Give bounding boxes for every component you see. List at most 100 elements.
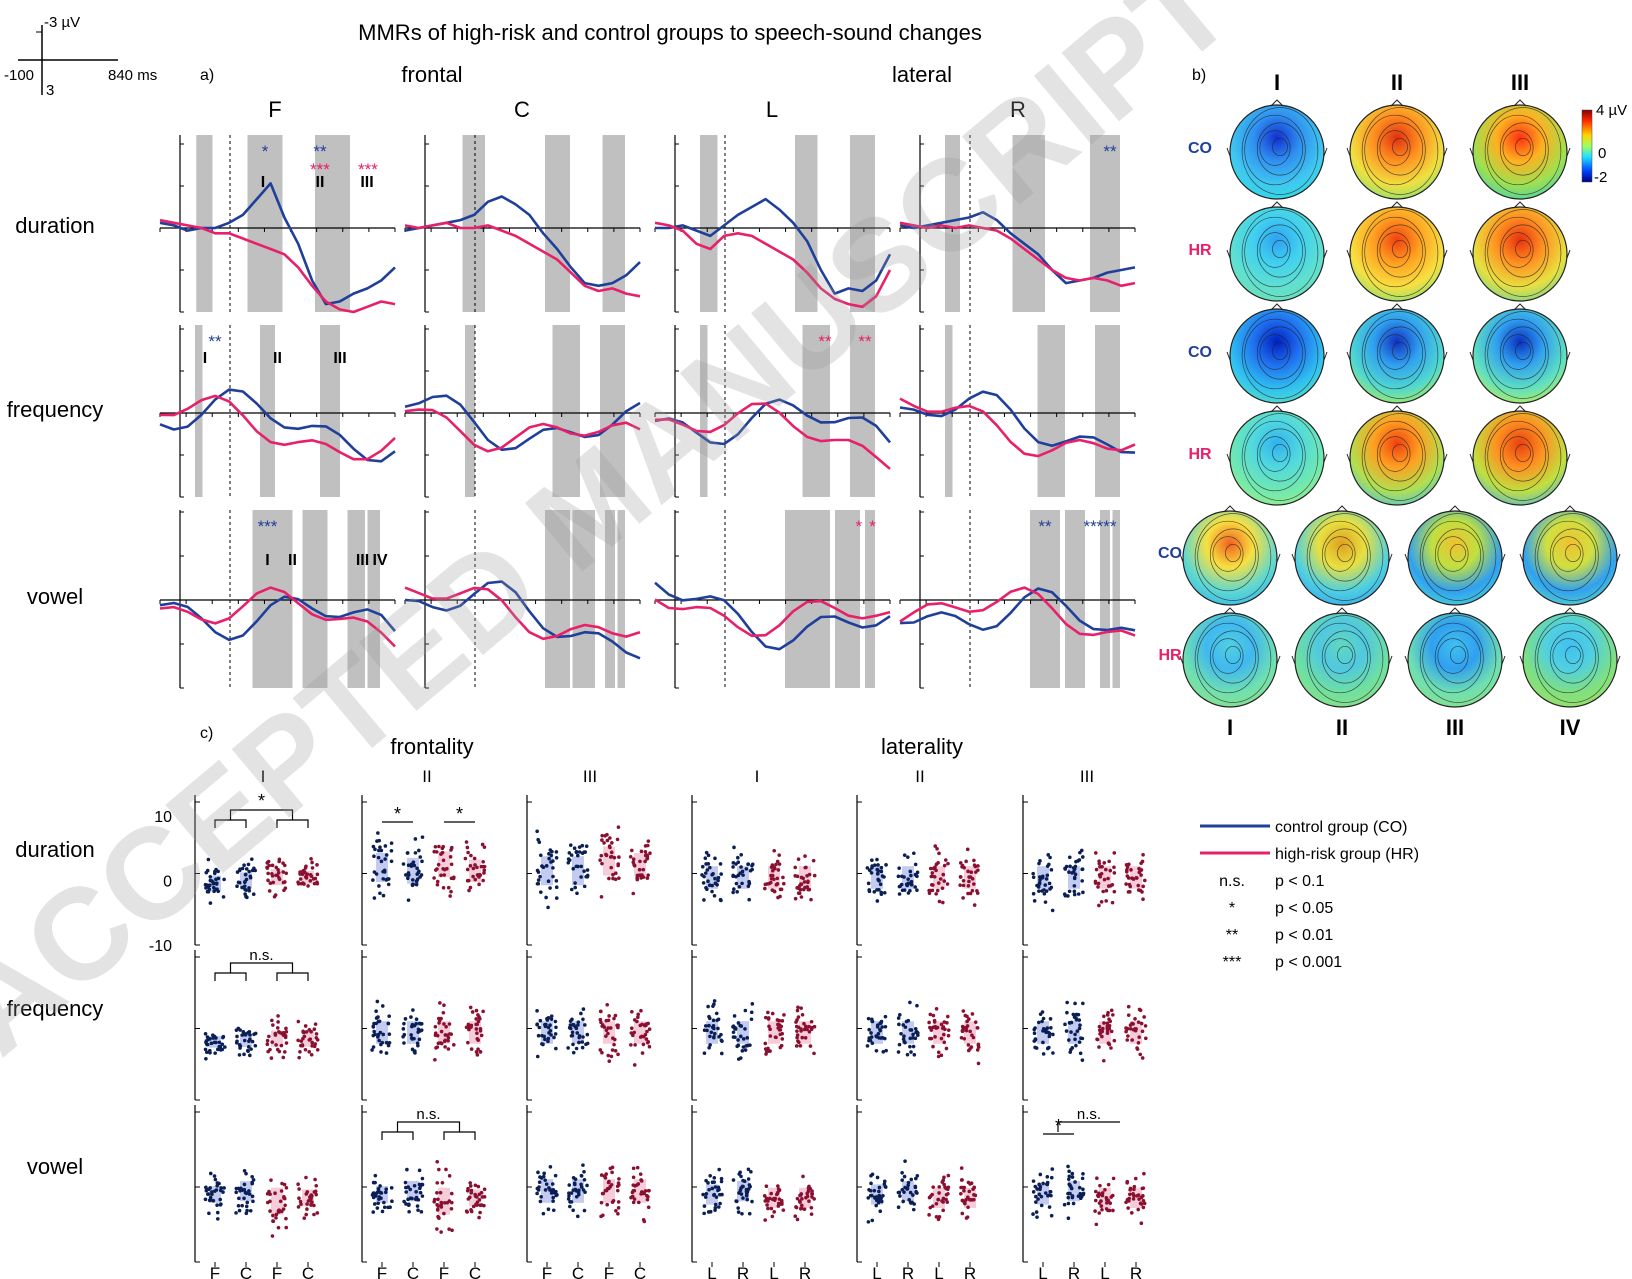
scatter-point-2-1-3-26 <box>474 1202 478 1207</box>
scatter-point-1-0-3-30 <box>301 1030 306 1034</box>
scatter-point-0-3-0-26 <box>708 865 712 870</box>
scatter-point-2-2-2-14 <box>606 1180 611 1185</box>
row-label-vowel-a: vowel <box>27 584 83 609</box>
scatter-point-1-0-1-6 <box>242 1052 246 1057</box>
erp-sig-frequency-L-1: ** <box>858 332 872 351</box>
erp-curve-hr-duration-C <box>404 221 641 298</box>
scatter-panel-1-3 <box>691 950 817 1101</box>
scatter-point-1-3-3-22 <box>803 1024 808 1029</box>
scatter-point-0-1-3-3 <box>479 864 484 869</box>
topomap-nose-13 <box>1335 505 1349 513</box>
scatter-point-1-2-1-1 <box>585 1032 590 1037</box>
scatter-point-1-1-2-22 <box>441 1010 446 1015</box>
scatter-point-2-4-1-30 <box>901 1199 905 1204</box>
scatter-point-2-3-3-27 <box>793 1214 798 1218</box>
scatter-point-1-3-1-27 <box>743 1008 748 1013</box>
scatter-point-1-5-3-22 <box>1133 1017 1137 1021</box>
scatter-point-2-3-0-5 <box>702 1204 707 1208</box>
scatter-point-0-1-1-22 <box>406 876 410 881</box>
scatter-point-0-0-2-31 <box>283 880 287 884</box>
scatter-point-0-2-1-17 <box>571 866 576 871</box>
scatter-point-2-5-3-27 <box>1124 1200 1128 1205</box>
scatter-point-1-1-2-15 <box>447 1022 452 1026</box>
scatter-point-0-0-1-7 <box>242 884 247 888</box>
scatter-point-0-5-2-20 <box>1102 861 1107 865</box>
scatter-point-0-3-2-10 <box>772 889 777 893</box>
scatter-point-0-5-0-19 <box>1050 908 1055 913</box>
topomap-contour-5-4 <box>1487 216 1549 288</box>
scatter-point-0-0-2-2 <box>270 863 275 868</box>
topomap-ear-right-4 <box>1443 249 1448 259</box>
scatter-point-2-0-0-18 <box>215 1217 220 1221</box>
scatter-point-1-3-3-15 <box>807 1024 811 1029</box>
scatter-point-2-4-3-6 <box>967 1189 972 1194</box>
scatter-point-2-5-3-23 <box>1142 1201 1147 1206</box>
scatter-point-0-1-2-17 <box>435 879 440 884</box>
scatter-xtick-label-2-5-3: R <box>1130 1264 1142 1279</box>
scatter-point-1-1-3-8 <box>468 1005 473 1010</box>
scatter-point-0-1-0-12 <box>375 839 379 843</box>
scatter-panel-0-4 <box>856 795 980 946</box>
scatter-point-1-1-0-30 <box>384 1051 389 1055</box>
scatter-point-1-3-2-27 <box>778 1032 783 1037</box>
scatter-point-1-3-1-4 <box>750 1002 755 1006</box>
legend-p-1: p < 0.05 <box>1275 900 1333 917</box>
scatter-point-2-5-1-24 <box>1066 1164 1070 1169</box>
scatter-point-2-3-0-0 <box>701 1192 705 1197</box>
scatter-point-1-2-1-18 <box>583 1023 587 1027</box>
erp-window-frequency-C-2 <box>600 325 625 497</box>
scatter-point-0-4-3-18 <box>964 859 968 864</box>
scatter-point-2-1-2-30 <box>432 1197 437 1202</box>
scatter-point-1-1-2-28 <box>443 1045 447 1049</box>
topomap-15 <box>1519 505 1621 606</box>
scatter-point-1-2-1-20 <box>577 1040 581 1045</box>
erp-panel-frequency-F: **I II III <box>159 325 396 498</box>
scatter-point-0-1-3-13 <box>481 878 485 883</box>
scatter-point-1-1-2-17 <box>438 1001 442 1005</box>
scatter-point-0-4-1-28 <box>897 892 902 896</box>
scatter-xtick-label-2-1-2: F <box>439 1264 449 1279</box>
erp-window-vowel-L-1 <box>835 510 860 688</box>
scatter-point-0-4-3-29 <box>974 870 978 874</box>
scatter-point-2-4-2-5 <box>930 1192 934 1197</box>
scatter-point-1-3-3-12 <box>794 1044 799 1048</box>
scatter-point-0-2-2-14 <box>598 858 602 862</box>
topomap-ear-right-19 <box>1616 655 1621 665</box>
scatter-point-1-2-2-29 <box>599 1020 603 1025</box>
scatter-point-0-3-1-30 <box>748 868 753 873</box>
erp-curve-co-vowel-C <box>404 580 641 660</box>
scatter-point-0-0-2-22 <box>265 866 270 870</box>
scatter-point-2-4-0-15 <box>870 1218 875 1223</box>
topomap-contour-5-2 <box>1502 232 1534 268</box>
scatter-point-0-4-2-19 <box>935 846 939 851</box>
scatter-point-2-2-3-3 <box>632 1197 637 1201</box>
scatter-point-1-3-0-25 <box>719 1038 724 1043</box>
scatter-point-1-5-2-19 <box>1109 1046 1113 1050</box>
topomap-ear-right-7 <box>1443 351 1448 361</box>
erp-panel-frequency-C <box>404 325 641 498</box>
scatter-point-0-3-1-18 <box>746 862 750 867</box>
scatter-point-1-4-0-20 <box>875 1034 879 1039</box>
topomap-contour-10-3 <box>1376 428 1424 482</box>
scatter-point-2-0-1-26 <box>239 1186 243 1191</box>
scatter-point-1-2-2-0 <box>605 1003 610 1007</box>
scatter-point-0-4-3-28 <box>968 875 973 879</box>
topomap-contour-4-5 <box>1361 209 1439 297</box>
scatter-point-0-4-0-2 <box>869 871 874 875</box>
scatter-point-1-1-1-25 <box>401 1034 405 1039</box>
topomap-ear-right-9 <box>1323 453 1328 463</box>
scatter-point-2-5-0-22 <box>1031 1212 1035 1216</box>
scatter-point-2-3-2-31 <box>763 1218 767 1222</box>
topomap-ear-left-0 <box>1226 147 1231 157</box>
scatter-point-0-0-2-29 <box>267 863 272 868</box>
erp-window-frequency-C-0 <box>465 325 475 497</box>
scatter-point-1-2-0-24 <box>538 1018 543 1023</box>
scatter-point-1-2-0-17 <box>536 1033 541 1038</box>
scatter-point-2-3-0-1 <box>710 1186 715 1191</box>
topomap-contour-12-2 <box>1212 536 1244 572</box>
scatter-point-2-4-3-30 <box>962 1189 966 1193</box>
scatter-col-header-5: III <box>1080 767 1094 786</box>
erp-curve-co-duration-L <box>655 197 892 295</box>
scatter-point-0-4-2-13 <box>937 851 941 856</box>
